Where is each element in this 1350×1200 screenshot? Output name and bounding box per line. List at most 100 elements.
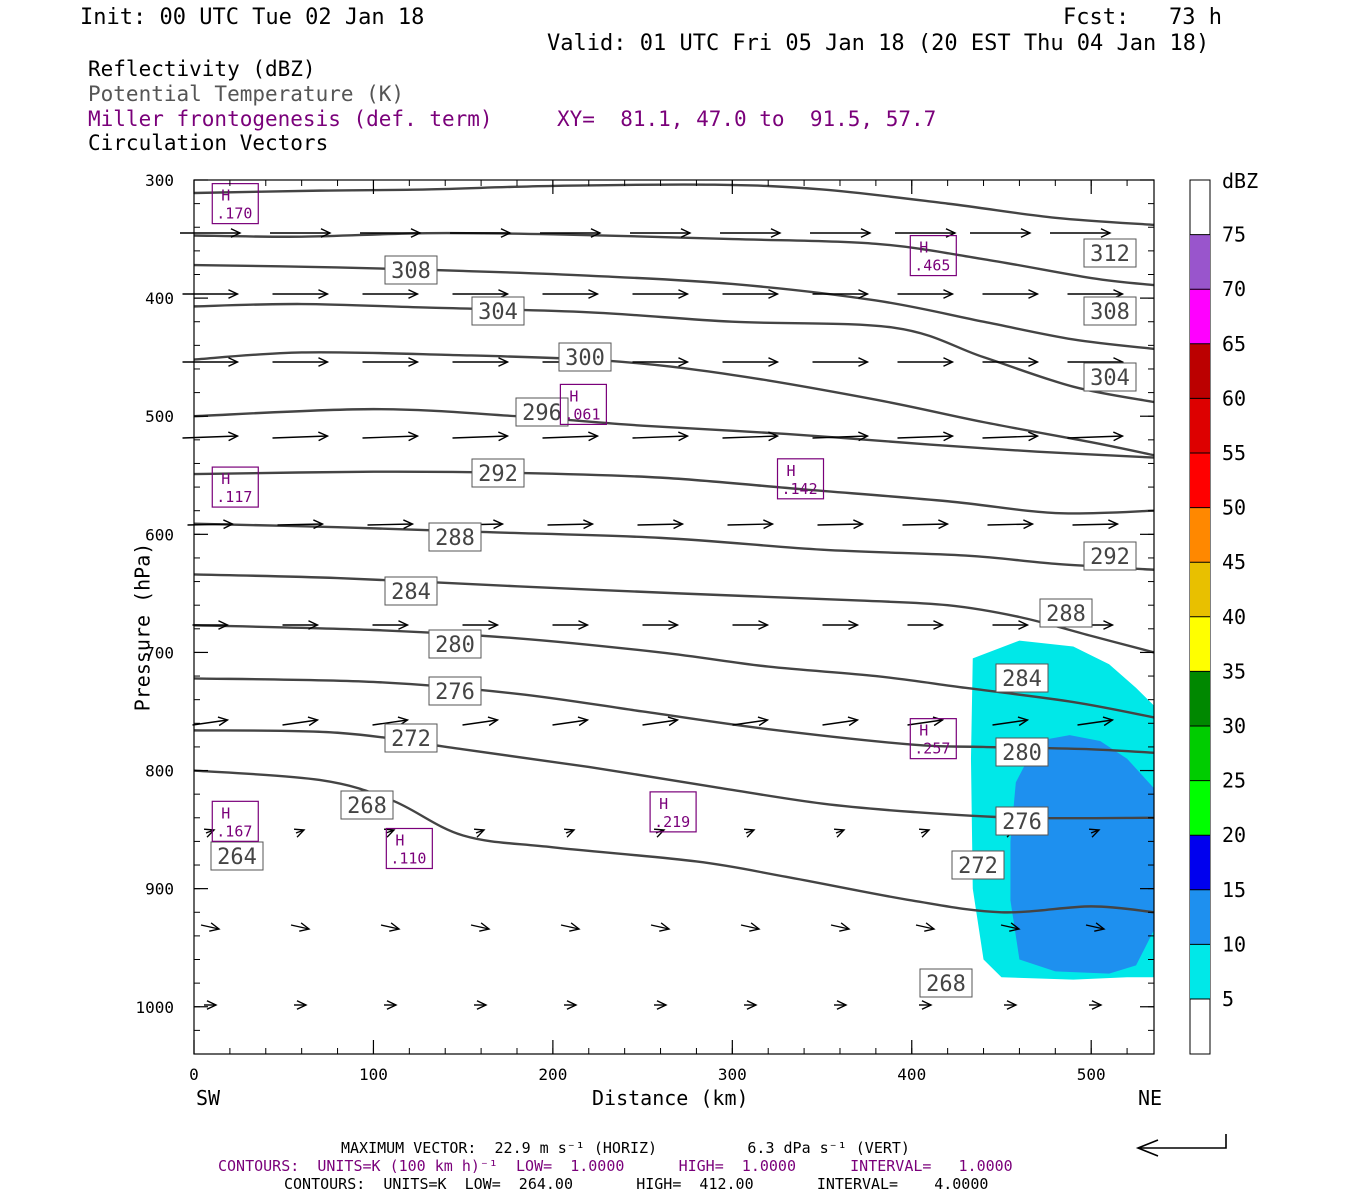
circulation-vector-head	[206, 1000, 218, 1010]
circulation-vector-head	[659, 922, 671, 932]
circulation-vector-head	[398, 620, 410, 630]
circulation-vector-head	[299, 922, 311, 932]
contour-label-box-288	[1039, 598, 1093, 628]
circulation-vector-head	[230, 228, 242, 238]
circulation-vector-head	[749, 922, 761, 932]
circulation-vector	[372, 719, 408, 726]
theta-contour-268	[193, 729, 1155, 820]
frontogenesis-max-value: .170	[216, 205, 252, 223]
circulation-vector-head	[588, 431, 600, 442]
circulation-vector	[632, 435, 688, 439]
contour-label-box-276	[995, 806, 1049, 836]
theta-contour-304	[193, 263, 1155, 351]
circulation-vector-head	[588, 289, 600, 299]
circulation-vector-head	[673, 519, 685, 530]
colorbar-swatch-70	[1190, 234, 1210, 290]
frontogenesis-max-h: H	[569, 387, 578, 405]
circulation-vector	[282, 719, 318, 726]
circulation-vector	[380, 924, 400, 930]
circulation-vector-head	[1018, 620, 1030, 630]
circulation-vector-layer	[180, 228, 1125, 1010]
frontogenesis-max-box	[909, 718, 957, 760]
y-tick-label: 600	[145, 525, 174, 544]
circulation-vector-head	[667, 716, 680, 727]
contour-label-box-312	[1083, 238, 1137, 268]
circulation-vector-head	[938, 519, 950, 530]
forecast-hour: Fcst: 73 h	[1063, 5, 1222, 30]
circulation-vector-head	[313, 519, 325, 530]
x-end-label-sw: SW	[196, 1086, 221, 1110]
frontogenesis-max-box	[776, 458, 825, 500]
circulation-vector-head	[493, 519, 505, 530]
circulation-vector-head	[228, 357, 240, 367]
circulation-vector	[1067, 435, 1123, 439]
circulation-vector-head	[1028, 289, 1040, 299]
axes-layer: 300 400 500 600 700 800 900 1000 0 100 200 300 400 50…	[135, 171, 1154, 1084]
theta-contour-300	[193, 302, 1155, 404]
y-axis-title: Pressure (hPa)	[130, 542, 155, 712]
circulation-vector-head	[578, 620, 590, 630]
circulation-vector-head	[678, 431, 690, 442]
contour-label-box-276	[428, 676, 482, 706]
frontogenesis-max-box	[211, 466, 259, 508]
y-tick-label: 300	[145, 171, 174, 190]
frontogenesis-max-value: .167	[216, 822, 252, 840]
circulation-vector	[732, 719, 768, 726]
reflectivity-fill-layer	[970, 640, 1154, 980]
colorbar-swatch-65	[1190, 289, 1210, 344]
colorbar-label-50: 50	[1222, 496, 1246, 520]
colorbar-label-20: 20	[1222, 823, 1246, 847]
contour-label-box-292	[1083, 541, 1137, 571]
circulation-vector-head	[408, 357, 420, 367]
circulation-vector-head	[228, 289, 240, 299]
circulation-vector	[822, 719, 858, 726]
colorbar-label-10: 10	[1222, 932, 1246, 956]
frontogenesis-max-h: H	[395, 831, 404, 849]
circulation-vector	[272, 435, 328, 439]
circulation-vector-head	[1020, 228, 1032, 238]
circulation-vector	[740, 924, 760, 930]
circulation-vector-head	[768, 289, 780, 299]
contour-label-288: 288	[1046, 602, 1086, 627]
y-tick-label: 900	[145, 880, 174, 899]
colorbar-swatch-55	[1190, 398, 1210, 453]
circulation-vector	[367, 523, 413, 526]
frontogenesis-max-h: H	[221, 187, 230, 205]
circulation-vector-head	[1100, 228, 1112, 238]
frontogenesis-max-h: H	[919, 722, 928, 740]
frontogenesis-max-h: H	[787, 462, 796, 480]
x-tick-label: 100	[359, 1065, 388, 1084]
contour-label-box-292	[471, 458, 525, 488]
reference-vector-arrow	[1135, 1134, 1227, 1157]
circulation-vector	[362, 435, 418, 439]
frontogenesis-max-value: .142	[782, 480, 818, 498]
circulation-vector-head	[228, 431, 240, 442]
colorbar-swatch-30	[1190, 671, 1210, 726]
contour-label-272: 272	[391, 727, 431, 752]
theta-contour-296	[193, 351, 1155, 457]
circulation-vector-head	[569, 922, 581, 932]
frontogenesis-max-box	[649, 791, 697, 833]
circulation-vector-head	[858, 357, 870, 367]
colorbar-label-45: 45	[1222, 550, 1246, 574]
circulation-vector-head	[746, 1000, 758, 1010]
circulation-vector	[830, 924, 850, 930]
theta-contour-308	[193, 231, 1155, 287]
frontogenesis-max-box	[211, 800, 259, 842]
x-tick-label: 200	[538, 1065, 567, 1084]
contour-label-292: 292	[1090, 545, 1130, 570]
circulation-vector	[290, 924, 310, 930]
circulation-vector-head	[678, 357, 690, 367]
circulation-vector	[987, 523, 1033, 526]
circulation-vector-head	[836, 1000, 848, 1010]
circulation-vector-head	[833, 828, 846, 838]
circulation-vector-head	[768, 431, 780, 442]
circulation-vector-head	[943, 431, 955, 442]
circulation-vector-head	[656, 1000, 668, 1010]
circulation-vector	[915, 924, 935, 930]
plot-frame-layer	[193, 179, 1155, 1055]
circulation-vector-head	[403, 519, 415, 530]
circulation-vector	[992, 719, 1028, 726]
y-tick-label: 1000	[135, 998, 174, 1017]
circulation-vector-head	[389, 922, 401, 932]
